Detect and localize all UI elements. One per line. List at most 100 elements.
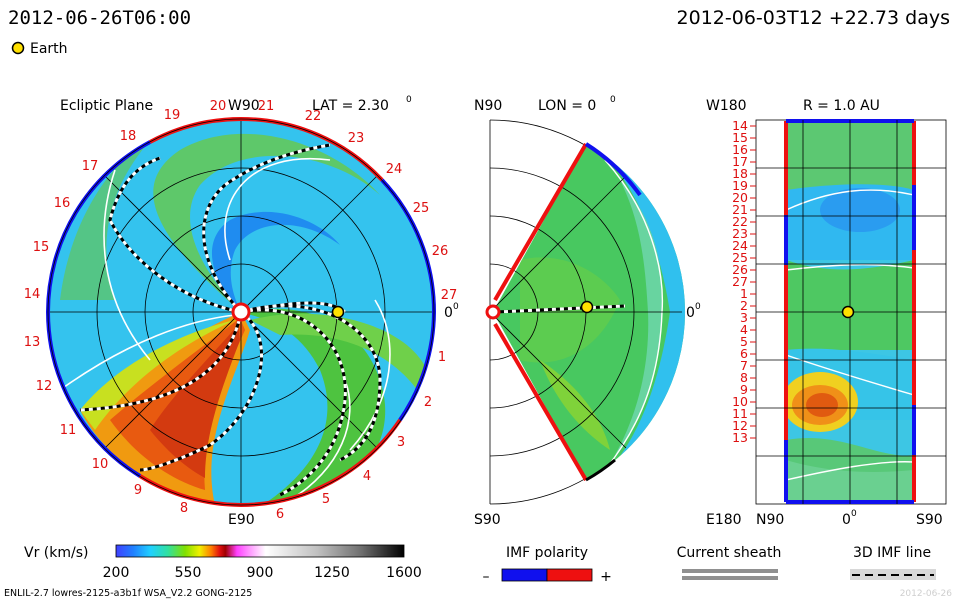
imf-3d-line-legend: 3D IMF line bbox=[850, 545, 936, 580]
imf-polarity-title: IMF polarity bbox=[506, 545, 588, 561]
meridional-sun-icon bbox=[485, 304, 501, 320]
ecliptic-lat-label: LAT = 2.30 bbox=[312, 98, 389, 114]
synoptic-day-label: 1 bbox=[740, 286, 748, 301]
ecliptic-day-label: 10 bbox=[92, 457, 109, 472]
ecliptic-day-label: 17 bbox=[82, 159, 99, 174]
imf-3d-line-title: 3D IMF line bbox=[853, 545, 931, 561]
sun-icon bbox=[231, 302, 251, 322]
ecliptic-day-label: 11 bbox=[60, 423, 77, 438]
synoptic-day-label: 6 bbox=[740, 346, 748, 361]
ecliptic-right-label: 0 bbox=[444, 305, 453, 321]
synoptic-day-label: 22 bbox=[732, 214, 748, 229]
ecliptic-top-label: W90 bbox=[228, 98, 260, 114]
synoptic-day-label: 18 bbox=[732, 166, 748, 181]
ecliptic-day-label: 21 bbox=[258, 99, 275, 114]
synoptic-day-label: 21 bbox=[732, 202, 748, 217]
ecliptic-day-label: 16 bbox=[54, 196, 71, 211]
ecliptic-earth-marker-icon bbox=[331, 305, 345, 319]
ecliptic-day-label: 8 bbox=[180, 501, 188, 516]
colorbar-tick-label: 900 bbox=[247, 565, 274, 581]
synoptic-panel: W180 R = 1.0 AU E180 bbox=[706, 98, 947, 528]
ecliptic-title: Ecliptic Plane bbox=[60, 98, 153, 114]
ecliptic-day-label: 12 bbox=[36, 379, 53, 394]
synoptic-day-label: 12 bbox=[732, 418, 748, 433]
synoptic-day-labels: 1415161718192021222324252627123456789101… bbox=[732, 118, 756, 445]
ecliptic-bottom-label: E90 bbox=[228, 512, 255, 528]
meridional-right-degree-sup: 0 bbox=[695, 302, 701, 312]
ecliptic-day-label: 4 bbox=[363, 469, 371, 484]
colorbar-tick-label: 1250 bbox=[314, 565, 350, 581]
ecliptic-day-label: 9 bbox=[134, 483, 142, 498]
meridional-earth-marker-icon bbox=[580, 300, 594, 314]
reference-time: 2012-06-03T12 +22.73 days bbox=[677, 7, 950, 29]
colorbar-label: Vr (km/s) bbox=[24, 545, 88, 561]
earth-legend-label: Earth bbox=[30, 41, 68, 57]
earth-marker-icon bbox=[11, 41, 25, 55]
imf-minus-label: – bbox=[483, 569, 490, 585]
synoptic-day-label: 19 bbox=[732, 178, 748, 193]
current-time: 2012-06-26T06:00 bbox=[8, 7, 191, 29]
ecliptic-day-label: 14 bbox=[24, 287, 41, 302]
ecliptic-day-label: 22 bbox=[305, 109, 322, 124]
synoptic-day-label: 23 bbox=[732, 226, 748, 241]
ecliptic-day-label: 27 bbox=[441, 288, 458, 303]
ecliptic-day-label: 3 bbox=[397, 435, 405, 450]
ecliptic-day-label: 13 bbox=[24, 335, 41, 350]
synoptic-day-label: 4 bbox=[740, 322, 748, 337]
model-info: ENLIL-2.7 lowres-2125-a3b1f WSA_V2.2 GON… bbox=[4, 588, 252, 599]
velocity-colorbar: Vr (km/s) 200 550 900 1250 1600 bbox=[24, 544, 422, 581]
meridional-top-label: N90 bbox=[474, 98, 502, 114]
imf-plus-label: + bbox=[600, 569, 612, 585]
ecliptic-lat-degree-sup: 0 bbox=[406, 95, 412, 105]
synoptic-day-label: 13 bbox=[732, 430, 748, 445]
ecliptic-day-label: 26 bbox=[432, 244, 449, 259]
synoptic-day-label: 9 bbox=[740, 382, 748, 397]
synoptic-day-label: 5 bbox=[740, 334, 748, 349]
ecliptic-right-degree-sup: 0 bbox=[453, 302, 459, 312]
imf-positive-swatch bbox=[546, 568, 593, 582]
ecliptic-day-label: 25 bbox=[413, 201, 430, 216]
colorbar-tick-label: 550 bbox=[175, 565, 202, 581]
current-sheath-legend: Current sheath bbox=[677, 545, 781, 580]
synoptic-day-label: 10 bbox=[732, 394, 748, 409]
synoptic-day-label: 26 bbox=[732, 262, 748, 277]
synoptic-day-label: 7 bbox=[740, 358, 748, 373]
synoptic-day-label: 24 bbox=[732, 238, 748, 253]
synoptic-day-label: 27 bbox=[732, 274, 748, 289]
ecliptic-day-label: 2 bbox=[424, 395, 432, 410]
colorbar-tick-label: 1600 bbox=[386, 565, 422, 581]
synoptic-earth-marker-icon bbox=[841, 305, 855, 319]
ecliptic-day-label: 6 bbox=[276, 507, 284, 522]
synoptic-day-label: 11 bbox=[732, 406, 748, 421]
meridional-panel: N90 LON = 0 0 S90 0 0 bbox=[474, 95, 701, 528]
meridional-bottom-label: S90 bbox=[474, 512, 501, 528]
synoptic-bottom-left-label: E180 bbox=[706, 512, 742, 528]
earth-legend: Earth bbox=[11, 41, 68, 57]
synoptic-top-left-label: W180 bbox=[706, 98, 747, 114]
ecliptic-plane-panel: Ecliptic Plane LAT = 2.30 0 bbox=[24, 95, 459, 528]
footer-date-watermark: 2012-06-26 bbox=[900, 589, 953, 599]
ecliptic-day-label: 24 bbox=[386, 162, 403, 177]
ecliptic-day-label: 19 bbox=[164, 108, 181, 123]
imf-negative-swatch bbox=[501, 568, 548, 582]
meridional-lon-degree-sup: 0 bbox=[610, 95, 616, 105]
synoptic-day-label: 15 bbox=[732, 130, 748, 145]
colorbar-gradient bbox=[115, 544, 405, 558]
synoptic-x-label-s90: S90 bbox=[916, 512, 943, 528]
current-sheath-swatch bbox=[682, 569, 778, 573]
ecliptic-day-label: 1 bbox=[438, 350, 446, 365]
synoptic-day-label: 3 bbox=[740, 310, 748, 325]
synoptic-r-label: R = 1.0 AU bbox=[803, 98, 880, 114]
synoptic-day-label: 25 bbox=[732, 250, 748, 265]
ecliptic-day-label: 20 bbox=[210, 99, 227, 114]
ecliptic-day-label: 15 bbox=[33, 240, 50, 255]
synoptic-day-label: 2 bbox=[740, 298, 748, 313]
meridional-lon-label: LON = 0 bbox=[538, 98, 596, 114]
synoptic-x-label-n90: N90 bbox=[756, 512, 784, 528]
meridional-right-label: 0 bbox=[686, 305, 695, 321]
synoptic-day-label: 16 bbox=[732, 142, 748, 157]
synoptic-day-label: 8 bbox=[740, 370, 748, 385]
synoptic-day-label: 14 bbox=[732, 118, 748, 133]
ecliptic-day-label: 5 bbox=[322, 492, 330, 507]
